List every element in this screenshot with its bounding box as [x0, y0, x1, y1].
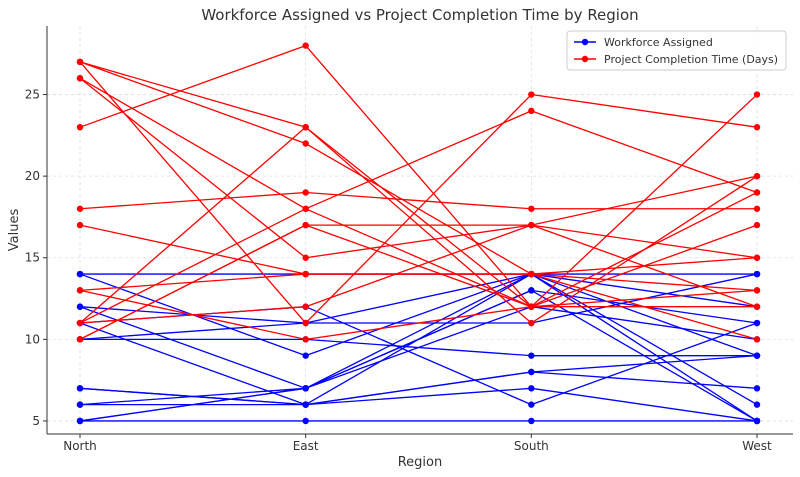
legend-marker-workforce: [581, 38, 589, 46]
data-point-workforce: [753, 319, 761, 327]
data-point-completion-time: [76, 221, 84, 229]
series-points: [76, 42, 761, 425]
x-tick-label: East: [293, 439, 319, 453]
data-point-completion-time: [528, 319, 535, 327]
data-point-completion-time: [528, 91, 535, 98]
data-point-completion-time: [753, 172, 761, 180]
data-point-completion-time: [302, 42, 309, 49]
data-point-workforce: [76, 385, 84, 392]
data-point-workforce: [528, 287, 535, 294]
data-point-completion-time: [302, 123, 309, 131]
axis-ticks: North East South West 5 10 15 20 25: [25, 88, 772, 453]
y-tick-label: 5: [32, 414, 40, 428]
y-tick-label: 10: [25, 332, 40, 346]
data-point-completion-time: [528, 205, 535, 212]
series-line-completion-time: [79, 126, 758, 324]
data-point-completion-time: [753, 336, 761, 343]
legend: Workforce Assigned Project Completion Ti…: [566, 30, 787, 71]
data-point-completion-time: [302, 189, 309, 196]
data-point-workforce: [528, 352, 535, 359]
chart-title: Workforce Assigned vs Project Completion…: [201, 6, 638, 24]
y-tick-label: 25: [25, 88, 40, 102]
data-point-workforce: [753, 352, 761, 359]
data-point-completion-time: [753, 123, 761, 131]
data-point-completion-time: [302, 140, 309, 147]
data-point-completion-time: [302, 221, 309, 229]
legend-label-workforce: Workforce Assigned: [604, 36, 713, 49]
series-line-workforce: [79, 306, 758, 389]
data-point-completion-time: [76, 287, 84, 294]
data-point-completion-time: [302, 205, 309, 212]
data-point-completion-time: [302, 336, 309, 343]
series-line-completion-time: [79, 175, 758, 324]
series-line-completion-time: [79, 110, 758, 324]
data-point-workforce: [76, 417, 84, 425]
data-point-completion-time: [76, 75, 84, 82]
data-point-completion-time: [76, 319, 84, 327]
data-point-workforce: [76, 303, 84, 310]
data-point-completion-time: [76, 336, 84, 343]
series-line-workforce: [79, 371, 758, 406]
series-line-completion-time: [79, 61, 758, 324]
grid: [47, 26, 793, 434]
data-point-completion-time: [528, 270, 535, 278]
series-line-completion-time: [79, 224, 758, 340]
data-point-workforce: [753, 401, 761, 408]
x-axis-label: Region: [398, 455, 443, 470]
data-point-workforce: [302, 417, 309, 425]
data-point-workforce: [528, 401, 535, 408]
data-point-completion-time: [753, 189, 761, 196]
data-point-completion-time: [76, 205, 84, 212]
series-lines: [79, 44, 758, 422]
data-point-completion-time: [76, 123, 84, 131]
x-tick-label: South: [514, 439, 549, 453]
series-line-completion-time: [79, 77, 757, 308]
x-tick-label: West: [742, 439, 772, 453]
data-point-completion-time: [528, 221, 535, 229]
x-tick-label: North: [63, 439, 97, 453]
data-point-workforce: [753, 417, 761, 425]
data-point-completion-time: [753, 205, 761, 212]
y-tick-label: 20: [25, 169, 40, 183]
series-line-completion-time: [79, 191, 757, 210]
data-point-completion-time: [76, 58, 84, 66]
data-point-completion-time: [753, 221, 761, 229]
y-axis-label: Values: [7, 209, 22, 252]
data-point-completion-time: [528, 107, 535, 115]
legend-frame: [566, 30, 787, 71]
legend-label-completion: Project Completion Time (Days): [604, 53, 778, 66]
data-point-workforce: [302, 401, 309, 408]
data-point-completion-time: [302, 303, 309, 310]
series-line-workforce: [80, 387, 758, 422]
data-point-workforce: [76, 270, 84, 278]
series-line-completion-time: [79, 61, 758, 324]
data-point-completion-time: [753, 254, 761, 261]
data-point-workforce: [528, 417, 535, 425]
data-point-workforce: [528, 368, 535, 376]
data-point-completion-time: [753, 91, 761, 98]
legend-marker-completion: [581, 55, 589, 63]
data-point-completion-time: [302, 319, 309, 327]
data-point-completion-time: [753, 287, 761, 294]
data-point-completion-time: [302, 254, 309, 261]
data-point-completion-time: [528, 303, 535, 310]
data-point-completion-time: [753, 303, 761, 310]
y-tick-label: 15: [25, 251, 40, 265]
data-point-workforce: [753, 385, 761, 392]
data-point-completion-time: [302, 270, 309, 278]
data-point-workforce: [528, 385, 535, 392]
data-point-workforce: [302, 385, 309, 392]
data-point-workforce: [753, 270, 761, 278]
data-point-workforce: [76, 401, 84, 408]
data-point-workforce: [302, 352, 309, 359]
